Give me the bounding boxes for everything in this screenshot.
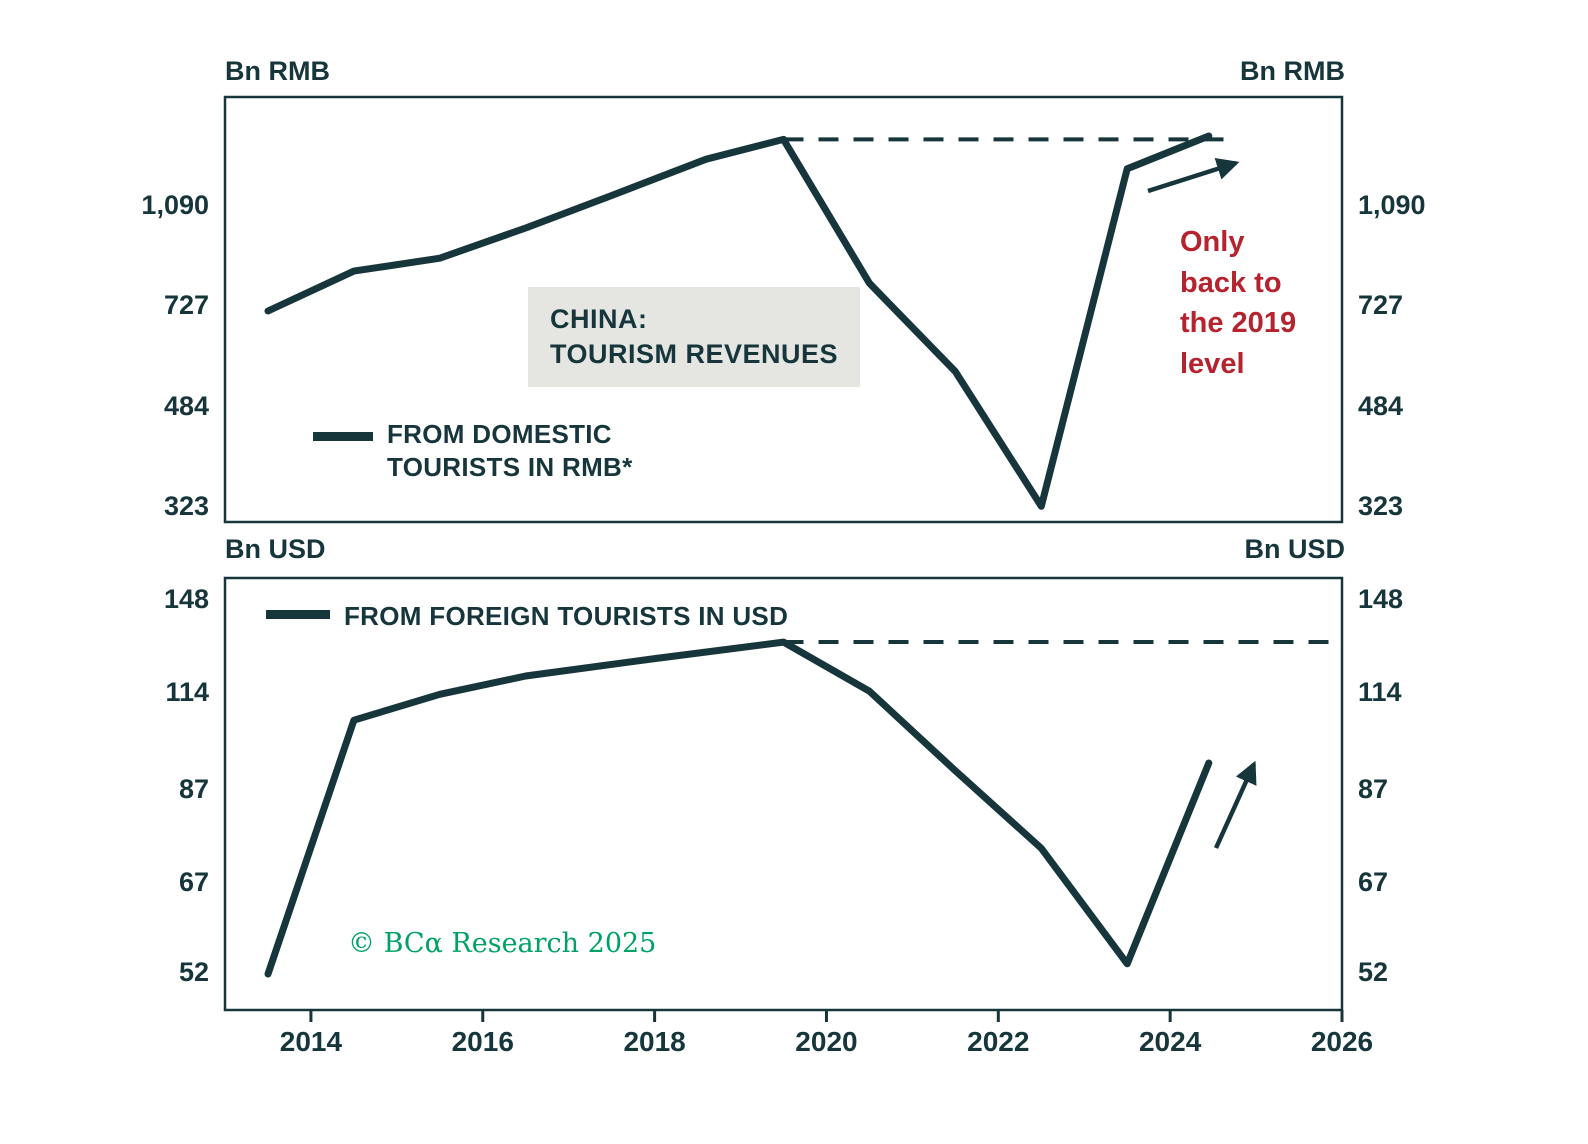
y-tick-label-right: 87 (1358, 773, 1389, 804)
y-tick-label-left: 1,090 (141, 189, 209, 220)
y-tick-label-left: 484 (163, 390, 209, 421)
y-tick-label-right: 1,090 (1358, 189, 1426, 220)
series-line (264, 638, 1213, 978)
x-tick-label: 2020 (795, 1026, 858, 1057)
y-axis-unit-rmb-right: Bn RMB (1240, 56, 1345, 86)
x-tick-label: 2022 (967, 1026, 1030, 1057)
y-tick-label-right: 323 (1358, 490, 1404, 521)
y-tick-label-right: 67 (1358, 866, 1389, 897)
series-line (264, 132, 1213, 510)
y-tick-label-left: 323 (163, 490, 209, 521)
y-tick-label-right: 148 (1358, 584, 1404, 615)
y-tick-label-left: 87 (178, 773, 209, 804)
legend-label-foreign: FROM FOREIGN TOURISTS IN USD (344, 601, 789, 631)
x-tick-label: 2026 (1310, 1026, 1374, 1057)
chart-title-line-1: CHINA: (550, 304, 648, 334)
y-tick-label-left: 148 (163, 584, 209, 615)
annotation-line-2: back to (1180, 266, 1282, 299)
y-tick-label-left: 52 (178, 956, 209, 987)
x-tick-label: 2016 (451, 1026, 514, 1057)
legend-label-domestic: FROM DOMESTIC TOURISTS IN RMB* (387, 419, 633, 482)
y-tick-label-left: 114 (165, 677, 209, 708)
y-tick-label-right: 52 (1358, 956, 1389, 987)
x-tick-label: 2018 (623, 1026, 686, 1057)
legend-domestic: FROM DOMESTIC TOURISTS IN RMB* (313, 418, 652, 483)
chart-title-box: CHINA: TOURISM REVENUES (528, 287, 861, 388)
legend-line-swatch-domestic (313, 432, 373, 441)
y-tick-label-right: 727 (1358, 289, 1404, 320)
legend-line-swatch-foreign (266, 610, 330, 619)
y-tick-label-right: 114 (1358, 677, 1402, 708)
y-tick-label-right: 484 (1358, 390, 1404, 421)
trend-arrow (1213, 760, 1257, 849)
annotation-only-back-to-2019: Only back to the 2019 level (1180, 222, 1296, 384)
x-tick-label: 2024 (1138, 1026, 1202, 1057)
legend-foreign: FROM FOREIGN TOURISTS IN USD (266, 600, 788, 633)
y-tick-label-left: 67 (178, 866, 209, 897)
y-axis-unit-rmb-left: Bn RMB (225, 56, 330, 86)
annotation-line-4: level (1180, 347, 1245, 380)
y-axis-unit-usd-left: Bn USD (225, 534, 326, 564)
x-tick-label: 2014 (279, 1026, 343, 1057)
y-tick-label-left: 727 (163, 289, 209, 320)
annotation-line-1: Only (1180, 226, 1245, 258)
panel-border (223, 95, 1344, 524)
chart-title-line-2: TOURISM REVENUES (550, 339, 839, 370)
copyright-notice: © BCα Research 2025 (348, 928, 657, 959)
panel-border (223, 576, 1344, 1012)
annotation-line-3: the 2019 (1180, 307, 1297, 340)
trend-arrow (1147, 158, 1240, 194)
y-axis-unit-usd-right: Bn USD (1244, 534, 1346, 564)
